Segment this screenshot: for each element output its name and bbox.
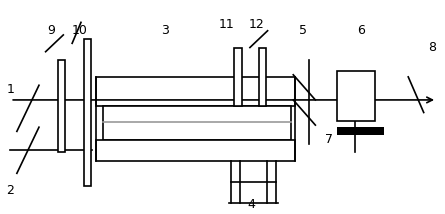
Bar [336,127,384,135]
Bar [235,48,242,106]
Bar [337,71,375,121]
Bar [57,60,65,152]
Text: 12: 12 [249,18,264,31]
Text: 7: 7 [325,133,332,146]
Text: 6: 6 [357,24,365,37]
Text: 9: 9 [47,24,55,37]
Text: 2: 2 [6,184,14,197]
Text: 4: 4 [247,198,255,211]
Text: 8: 8 [429,41,437,54]
Text: 1: 1 [6,83,14,96]
Bar [97,77,295,106]
Text: 3: 3 [161,24,169,37]
Text: 5: 5 [299,24,307,37]
Bar [259,48,266,106]
Text: 10: 10 [72,24,88,37]
Bar [103,106,291,140]
Bar [84,39,91,186]
Text: 11: 11 [219,18,235,31]
Bar [97,140,295,161]
